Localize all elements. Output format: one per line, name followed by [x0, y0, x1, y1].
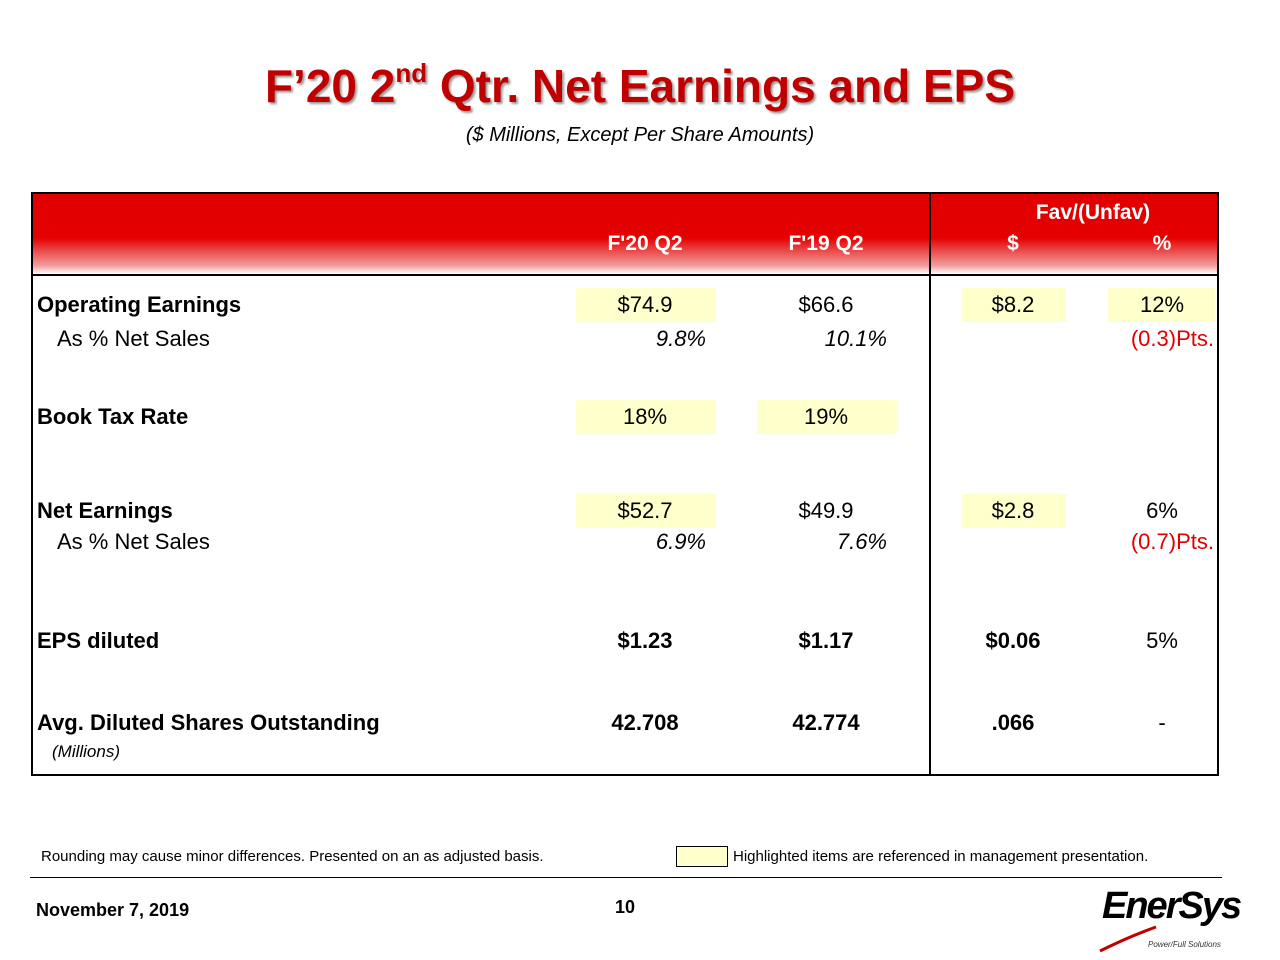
- title-text: F’20 2: [264, 60, 396, 112]
- footnote: Rounding may cause minor differences. Pr…: [41, 848, 544, 865]
- cell: $1.23: [617, 628, 673, 653]
- column-header: $: [1007, 232, 1019, 255]
- row-label: As % Net Sales: [57, 529, 210, 554]
- cell: .066: [991, 710, 1035, 735]
- highlight: [576, 288, 716, 322]
- cell: $0.06: [985, 628, 1041, 653]
- title-text: Qtr. Net Earnings and EPS: [427, 60, 1016, 112]
- cell: $1.17: [798, 628, 854, 653]
- cell: 9.8%: [655, 326, 706, 351]
- cell: (0.7)Pts.: [1130, 529, 1214, 554]
- logo: EnerSys: [1102, 885, 1242, 927]
- cell: 10.1%: [824, 326, 887, 351]
- cell: -: [1158, 710, 1166, 735]
- cell: 6%: [1146, 498, 1178, 523]
- title-sup: nd: [395, 58, 428, 88]
- row-label: EPS diluted: [37, 628, 160, 653]
- divider: [929, 194, 931, 774]
- highlight: [962, 494, 1066, 528]
- cell: 12%: [1139, 292, 1185, 317]
- logo-tagline: Power/Full Solutions: [1148, 940, 1221, 949]
- cell: 5%: [1146, 628, 1178, 653]
- group-header: Fav/(Unfav): [1035, 201, 1151, 224]
- highlight: [1108, 288, 1215, 322]
- highlight: [576, 400, 716, 434]
- column-header: F'20 Q2: [607, 232, 683, 255]
- cell: 7.6%: [836, 529, 887, 554]
- cell: 18%: [622, 404, 668, 429]
- cell: 6.9%: [655, 529, 706, 554]
- cell: $74.9: [617, 292, 673, 317]
- date: November 7, 2019: [36, 900, 190, 920]
- subtitle: ($ Millions, Except Per Share Amounts): [465, 124, 815, 146]
- highlight: [962, 288, 1066, 322]
- table-header: [33, 194, 1217, 276]
- highlight: [576, 494, 716, 528]
- table-frame: [31, 192, 1219, 776]
- cell: $49.9: [798, 498, 854, 523]
- highlight: [757, 400, 897, 434]
- page-number: 10: [615, 897, 636, 917]
- footer-rule: [30, 877, 1222, 878]
- legend-swatch: [676, 846, 728, 867]
- row-label: Book Tax Rate: [37, 404, 189, 429]
- cell: 19%: [803, 404, 849, 429]
- cell: $52.7: [617, 498, 673, 523]
- cell: 42.774: [792, 710, 860, 735]
- row-label: Net Earnings: [37, 498, 173, 523]
- title: F’20 2nd Qtr. Net Earnings and EPS: [0, 58, 1280, 113]
- row-label: Operating Earnings: [37, 292, 242, 317]
- row-label: Avg. Diluted Shares Outstanding: [37, 710, 380, 735]
- column-header: F'19 Q2: [788, 232, 864, 255]
- row-label: As % Net Sales: [57, 326, 210, 351]
- cell: $66.6: [798, 292, 854, 317]
- cell: $8.2: [991, 292, 1035, 317]
- legend-text: Highlighted items are referenced in mana…: [733, 848, 1149, 865]
- cell: 42.708: [611, 710, 679, 735]
- cell: (0.3)Pts.: [1130, 326, 1214, 351]
- cell: $2.8: [991, 498, 1035, 523]
- column-header: %: [1152, 232, 1172, 255]
- row-label: (Millions): [52, 742, 120, 761]
- logo-swoosh: [1099, 925, 1157, 953]
